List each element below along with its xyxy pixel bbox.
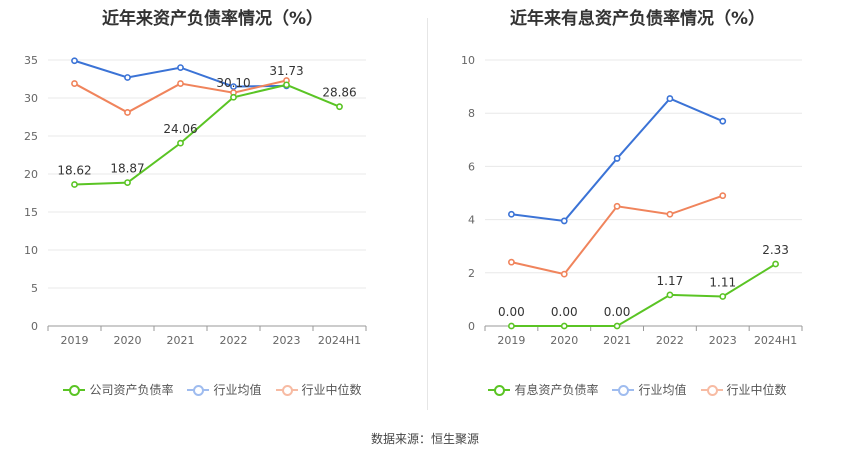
legend-label: 行业中位数 (726, 383, 787, 397)
data-label: 28.86 (322, 86, 356, 100)
y-tick-label: 5 (31, 282, 38, 295)
y-tick-label: 15 (24, 206, 38, 219)
data-point-company (230, 93, 237, 101)
legend-label: 行业均值 (638, 383, 687, 397)
data-source-note: 数据来源：恒生聚源 (370, 432, 479, 446)
x-tick-label: 2021 (167, 334, 195, 347)
data-label: 31.73 (269, 64, 303, 78)
chart-title: 近年来资产负债率情况（%） (101, 9, 324, 29)
x-tick-label: 2022 (656, 334, 684, 347)
chart-panel-debt-ratio: 近年来资产负债率情况（%） 0 5 10 15 20 25 30 35 2019 2020 2021… (0, 0, 425, 420)
legend: 有息资产负债率 行业均值 行业中位数 (425, 381, 850, 398)
data-point-company (71, 181, 78, 188)
data-label: 0.00 (551, 305, 578, 319)
data-point-median (508, 258, 515, 266)
legend-marker-icon (488, 384, 511, 396)
legend-label: 行业均值 (213, 383, 262, 397)
legend-marker-icon (63, 384, 86, 396)
data-point-company (560, 322, 568, 330)
data-point-median (71, 80, 78, 87)
data-point-avg (719, 117, 727, 125)
legend-marker-icon (275, 384, 298, 396)
data-point-avg (124, 74, 131, 81)
y-tick-label: 20 (24, 168, 38, 181)
data-point-company (613, 322, 621, 330)
data-point-median (666, 210, 674, 218)
legend-item-company[interactable]: 有息资产负债率 (488, 381, 598, 398)
legend-marker-icon (612, 384, 635, 396)
data-point-median (177, 80, 184, 87)
data-point-company (177, 139, 184, 147)
legend-item-company[interactable]: 公司资产负债率 (63, 381, 173, 398)
series-line-company (511, 263, 777, 327)
legend-item-industry-median[interactable]: 行业中位数 (700, 381, 787, 398)
x-tick-label: 2019 (61, 334, 89, 347)
legend-item-industry-avg[interactable]: 行业均值 (187, 381, 262, 398)
data-point-avg (613, 155, 621, 162)
data-point-company (508, 322, 515, 330)
x-tick-label: 2020 (114, 334, 142, 347)
y-tick-label: 10 (24, 244, 38, 257)
line-chart-interest-debt-ratio: 0 2 4 6 8 10 2019 2020 2021 2022 2023 2024H1 0.00 0.0… (461, 54, 803, 347)
legend: 公司资产负债率 行业均值 行业中位数 (0, 381, 425, 398)
x-tick-label: 2023 (273, 334, 301, 347)
y-tick-label: 2 (468, 267, 475, 280)
data-label: 2.33 (762, 243, 789, 257)
data-label: 30.10 (216, 76, 250, 90)
data-point-company (336, 103, 343, 111)
data-label: 1.11 (709, 275, 736, 289)
chart-title: 近年来有息资产负债率情况（%） (509, 9, 766, 29)
data-point-avg (177, 64, 184, 71)
x-tick-label: 2021 (603, 334, 631, 347)
data-point-median (560, 270, 568, 278)
data-point-company (772, 260, 779, 268)
data-point-company (124, 179, 131, 186)
data-label: 18.87 (110, 162, 144, 176)
y-tick-label: 0 (31, 320, 38, 333)
legend-label: 公司资产负债率 (89, 383, 174, 397)
data-point-avg (560, 217, 568, 225)
x-tick-label: 2020 (550, 334, 578, 347)
data-label: 0.00 (604, 305, 631, 319)
data-point-company (283, 81, 290, 89)
data-label: 1.17 (657, 274, 684, 288)
chart-panel-interest-debt-ratio: 近年来有息资产负债率情况（%） 0 2 4 6 8 10 2019 2020 2021 2022 2… (425, 0, 850, 420)
data-label: 24.06 (163, 122, 197, 136)
x-tick-label: 2019 (497, 334, 525, 347)
series-line-company (74, 83, 340, 186)
data-point-company (719, 293, 727, 300)
y-tick-label: 30 (24, 92, 38, 105)
x-tick-label: 2024H1 (754, 334, 797, 347)
legend-item-industry-median[interactable]: 行业中位数 (275, 381, 362, 398)
data-label: 18.62 (57, 163, 91, 177)
data-point-avg (666, 95, 674, 102)
y-tick-label: 6 (468, 160, 475, 173)
data-point-median (719, 192, 727, 200)
legend-marker-icon (700, 384, 723, 396)
y-tick-label: 0 (468, 320, 475, 333)
legend-item-industry-avg[interactable]: 行业均值 (612, 381, 687, 398)
data-point-avg (71, 57, 78, 65)
x-tick-label: 2024H1 (318, 334, 361, 347)
line-chart-debt-ratio: 0 5 10 15 20 25 30 35 2019 2020 2021 2022 2023 2024H1… (24, 54, 367, 347)
y-tick-label: 25 (24, 130, 38, 143)
y-tick-label: 35 (24, 54, 38, 67)
legend-marker-icon (187, 384, 210, 396)
data-point-company (666, 291, 674, 299)
y-tick-label: 4 (468, 214, 475, 227)
y-tick-label: 8 (468, 107, 475, 120)
y-tick-label: 10 (461, 54, 475, 67)
data-point-avg (508, 210, 515, 218)
data-point-median (613, 202, 621, 210)
data-label: 0.00 (498, 305, 525, 319)
data-point-median (124, 109, 131, 116)
data-point-avg (230, 83, 237, 90)
legend-label: 有息资产负债率 (514, 383, 599, 397)
legend-label: 行业中位数 (301, 383, 362, 397)
panel-divider (427, 18, 428, 410)
x-tick-label: 2023 (709, 334, 737, 347)
x-tick-label: 2022 (220, 334, 248, 347)
